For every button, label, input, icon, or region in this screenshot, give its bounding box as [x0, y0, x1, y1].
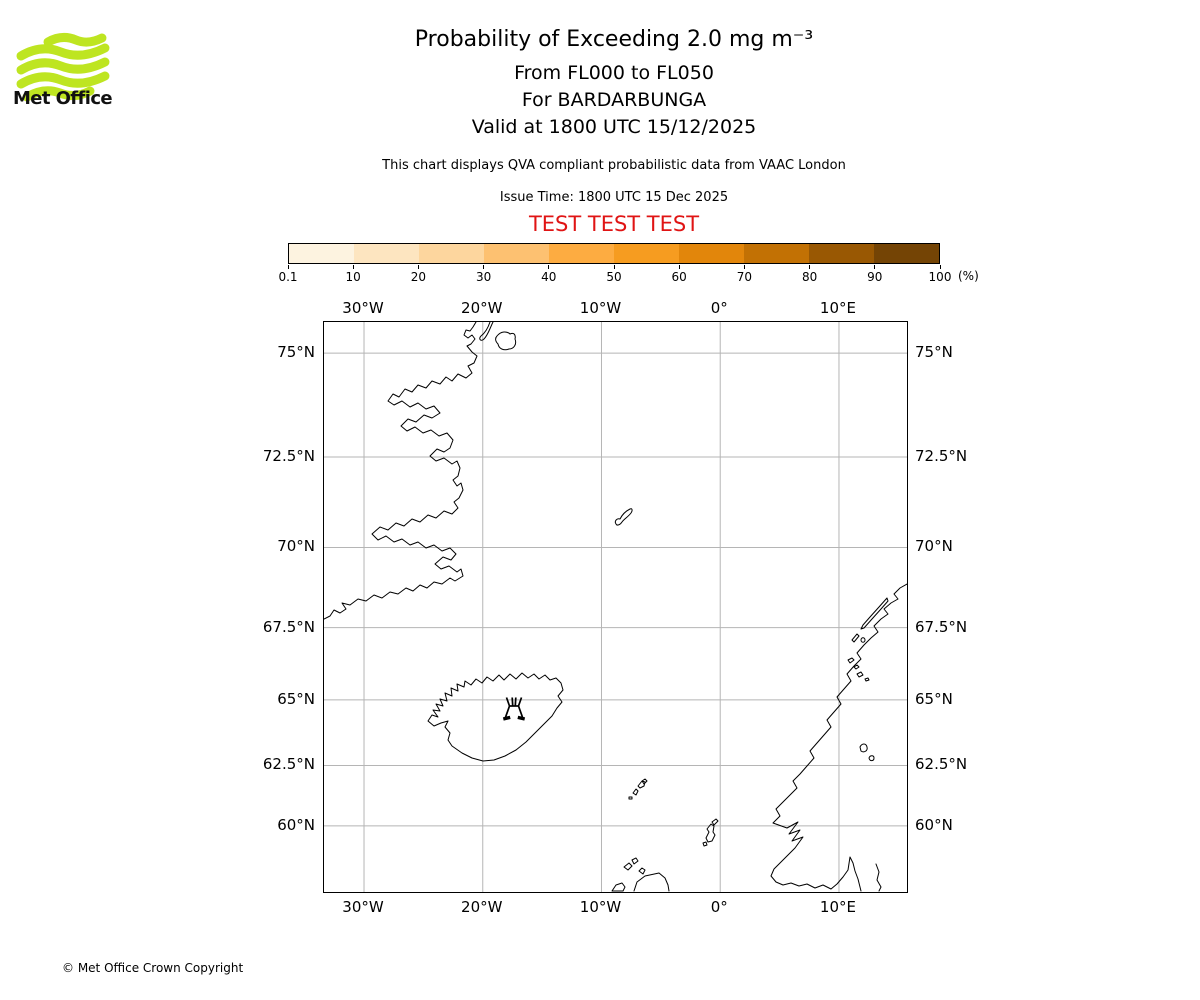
axis-tick-label: 20°W [461, 299, 503, 317]
axis-tick-label: 20°W [461, 898, 503, 916]
colorbar-tick-label: 40 [541, 270, 557, 284]
iceland-coastline [427, 672, 564, 762]
colorbar-segment [289, 244, 354, 263]
axis-tick-label: 0° [710, 898, 728, 916]
colorbar-segment [484, 244, 549, 263]
probability-colorbar [288, 243, 940, 264]
colorbar-tick-label: 0.1 [278, 270, 298, 284]
page-title: Probability of Exceeding 2.0 mg m⁻³ [414, 27, 814, 52]
axis-tick-label: 67.5°N [262, 617, 315, 636]
greenland-coastline [324, 322, 478, 620]
colorbar-segment [679, 244, 744, 263]
colorbar-tick [287, 265, 289, 269]
colorbar-tick-label: 50 [606, 270, 622, 284]
axis-tick-label: 72.5°N [262, 447, 315, 466]
colorbar-tick-label: 90 [867, 270, 883, 284]
colorbar-tick [678, 265, 680, 269]
colorbar-segment [614, 244, 679, 263]
graticule [324, 322, 907, 892]
colorbar-segment [809, 244, 874, 263]
colorbar-tick [874, 265, 876, 269]
axis-tick-label: 10°E [819, 299, 856, 317]
axis-tick-label: 30°W [342, 299, 384, 317]
flight-level-range: From FL000 to FL050 [514, 62, 714, 84]
met-office-logo-icon [16, 32, 110, 102]
axis-tick-label: 75°N [277, 343, 315, 362]
colorbar-segment [354, 244, 419, 263]
axis-tick-label: 70°N [915, 537, 953, 556]
greenland-island [495, 331, 517, 351]
norway-islets [859, 743, 875, 762]
axis-tick-label: 75°N [915, 343, 953, 362]
axis-tick-label: 70°N [277, 537, 315, 556]
colorbar-tick-label: 70 [736, 270, 753, 284]
axis-tick-label: 0° [710, 299, 728, 317]
axis-tick-label: 10°E [819, 898, 856, 916]
colorbar-tick [352, 265, 354, 269]
jan-mayen-island [614, 508, 633, 526]
valid-time-line: Valid at 1800 UTC 15/12/2025 [471, 116, 757, 138]
axis-tick-label: 62.5°N [915, 755, 968, 774]
lofoten-islands [847, 597, 889, 682]
map-canvas [324, 322, 907, 892]
volcano-name-line: For BARDARBUNGA [521, 89, 707, 111]
norway-coastline [770, 583, 907, 892]
axis-tick-label: 30°W [342, 898, 384, 916]
faroe-islands [628, 778, 648, 800]
orkney-islands [623, 857, 646, 875]
sweden-coastline [875, 863, 882, 892]
colorbar-tick-label: 80 [801, 270, 818, 284]
axis-tick-label: 62.5°N [262, 755, 315, 774]
volcano-marker-icon [502, 697, 526, 721]
issue-time: Issue Time: 1800 UTC 15 Dec 2025 [499, 190, 729, 205]
colorbar-tick [613, 265, 615, 269]
colorbar-tick [417, 265, 419, 269]
colorbar-tick-label: 20 [410, 270, 427, 284]
colorbar-tick-label: 100 [928, 270, 952, 284]
colorbar-segment [419, 244, 484, 263]
test-banner: TEST TEST TEST [528, 212, 700, 236]
copyright-notice: © Met Office Crown Copyright [62, 961, 244, 975]
greenland-fjord-hook [479, 322, 494, 341]
map-panel [323, 321, 908, 893]
colorbar-tick-label: 60 [671, 270, 687, 284]
colorbar-tick [743, 265, 745, 269]
axis-tick-label: 60°N [277, 815, 315, 834]
colorbar-tick [939, 265, 941, 269]
axis-tick-label: 65°N [277, 689, 315, 708]
colorbar-tick [483, 265, 485, 269]
shetland-islands [702, 818, 719, 847]
colorbar-tick-label: 10 [345, 270, 361, 284]
scotland-coastline [611, 872, 670, 892]
colorbar-segment [874, 244, 939, 263]
colorbar-unit-label: (%) [958, 269, 979, 283]
axis-tick-label: 10°W [579, 898, 622, 916]
axis-tick-label: 10°W [579, 299, 622, 317]
axis-tick-label: 67.5°N [915, 617, 968, 636]
colorbar-tick [548, 265, 550, 269]
axis-tick-label: 72.5°N [915, 447, 968, 466]
axis-tick-label: 60°N [915, 815, 953, 834]
colorbar-segment [744, 244, 809, 263]
colorbar-segment [549, 244, 614, 263]
colorbar-tick-label: 30 [475, 270, 492, 284]
met-office-brand-text: Met Office [13, 88, 113, 109]
qva-disclaimer: This chart displays QVA compliant probab… [382, 158, 846, 173]
axis-tick-label: 65°N [915, 689, 953, 708]
colorbar-tick [809, 265, 811, 269]
